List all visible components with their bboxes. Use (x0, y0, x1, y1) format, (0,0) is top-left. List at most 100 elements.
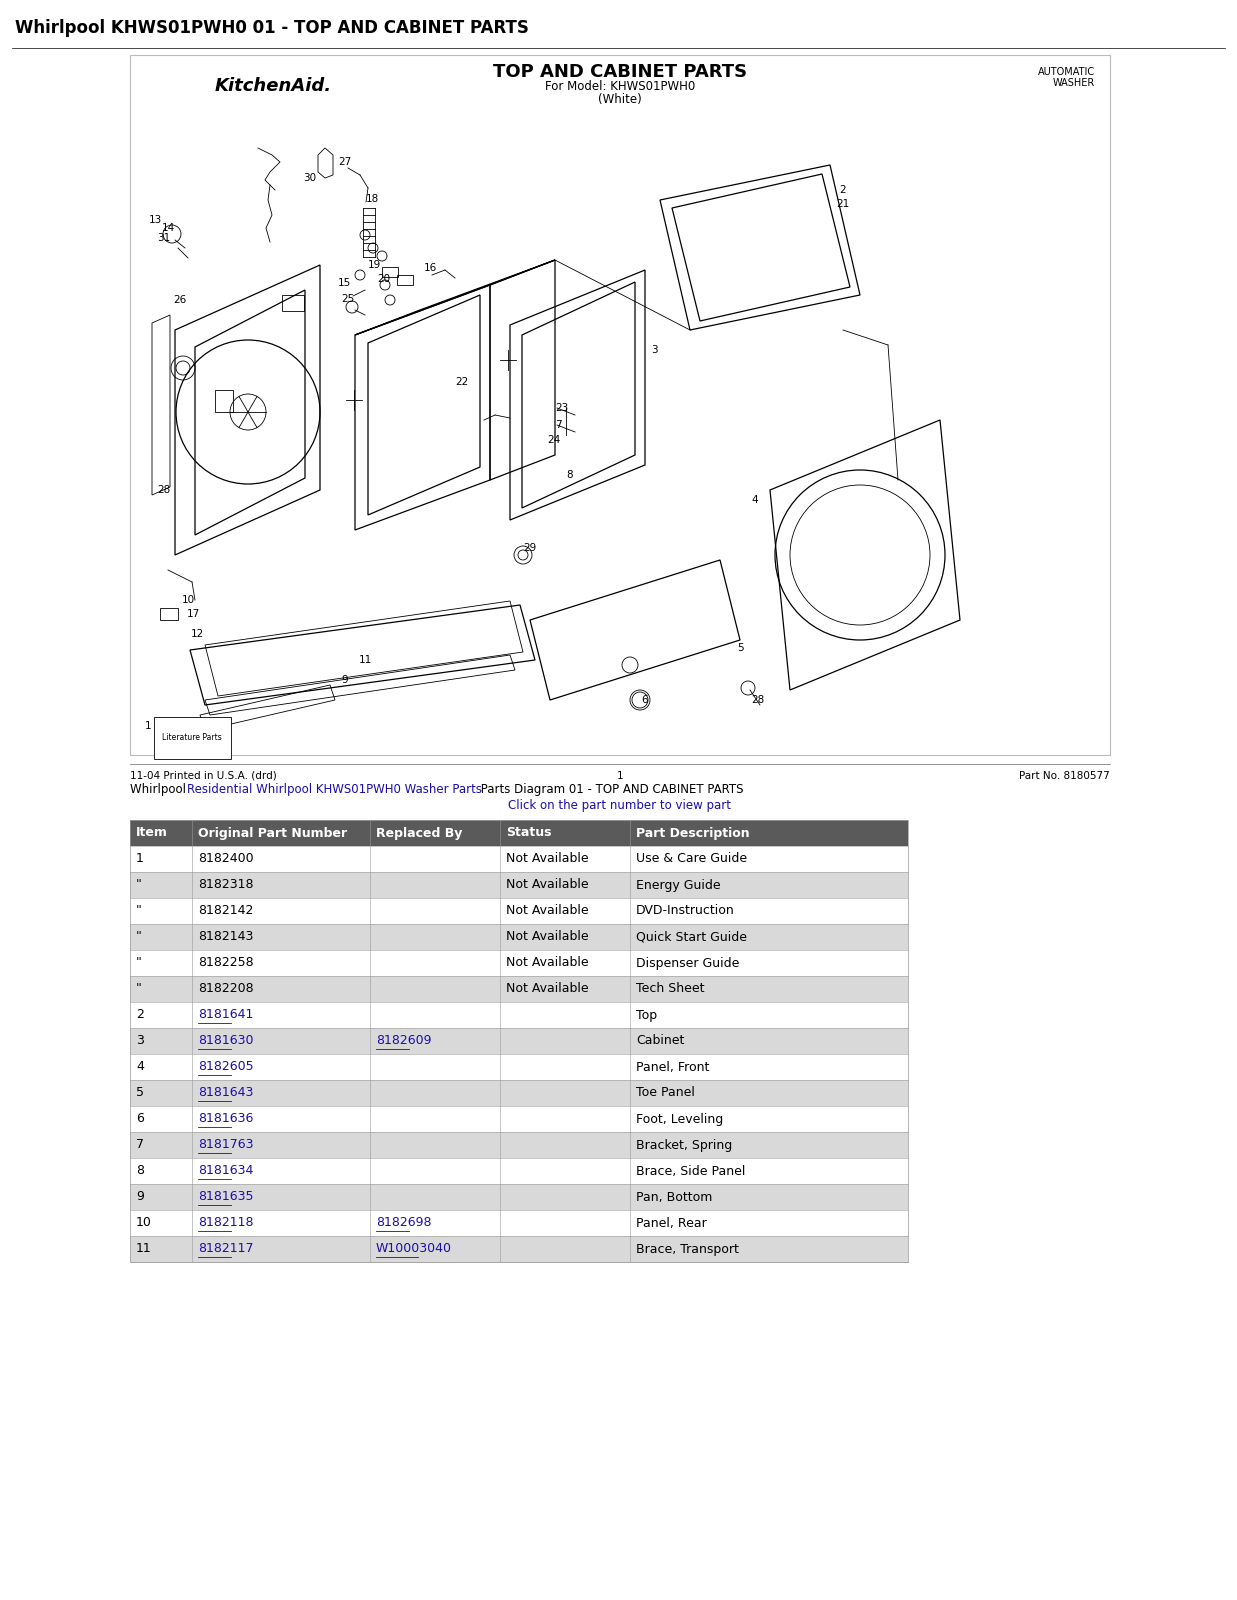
Text: Not Available: Not Available (506, 982, 589, 995)
Text: 9: 9 (341, 675, 349, 685)
Text: 26: 26 (173, 294, 187, 306)
Text: 11: 11 (136, 1243, 152, 1256)
Text: Not Available: Not Available (506, 957, 589, 970)
FancyBboxPatch shape (130, 1106, 908, 1133)
Text: Original Part Number: Original Part Number (198, 827, 348, 840)
Text: AUTOMATIC: AUTOMATIC (1038, 67, 1095, 77)
Text: 8181636: 8181636 (198, 1112, 254, 1125)
FancyBboxPatch shape (130, 1080, 908, 1106)
Text: 1: 1 (145, 722, 151, 731)
FancyBboxPatch shape (130, 1235, 908, 1262)
Text: Not Available: Not Available (506, 878, 589, 891)
Text: 17: 17 (187, 610, 199, 619)
Text: Part No. 8180577: Part No. 8180577 (1019, 771, 1110, 781)
Text: 8182208: 8182208 (198, 982, 254, 995)
Text: 9: 9 (136, 1190, 143, 1203)
Text: Whirlpool: Whirlpool (130, 784, 189, 797)
Circle shape (750, 410, 990, 650)
Circle shape (750, 190, 990, 430)
Text: 14: 14 (161, 222, 174, 234)
FancyBboxPatch shape (130, 1133, 908, 1158)
Text: 29: 29 (523, 542, 537, 554)
Text: 8181641: 8181641 (198, 1008, 254, 1021)
Text: 23: 23 (555, 403, 569, 413)
Text: 13: 13 (148, 214, 162, 226)
FancyBboxPatch shape (130, 1002, 908, 1029)
Circle shape (570, 190, 810, 430)
FancyBboxPatch shape (130, 1184, 908, 1210)
Text: Not Available: Not Available (506, 904, 589, 917)
Text: Residential Whirlpool KHWS01PWH0 Washer Parts: Residential Whirlpool KHWS01PWH0 Washer … (187, 784, 482, 797)
Text: (White): (White) (599, 93, 642, 107)
Text: ": " (136, 931, 142, 944)
Text: 8181634: 8181634 (198, 1165, 254, 1178)
Text: 8181643: 8181643 (198, 1086, 254, 1099)
FancyBboxPatch shape (130, 1054, 908, 1080)
Text: Dispenser Guide: Dispenser Guide (636, 957, 740, 970)
FancyBboxPatch shape (130, 976, 908, 1002)
Circle shape (210, 410, 450, 650)
FancyBboxPatch shape (130, 1158, 908, 1184)
Text: 8182318: 8182318 (198, 878, 254, 891)
Text: Panel, Front: Panel, Front (636, 1061, 709, 1074)
FancyBboxPatch shape (130, 54, 1110, 755)
Text: Literature Parts: Literature Parts (162, 733, 221, 742)
Text: 28: 28 (751, 694, 764, 706)
Circle shape (210, 190, 450, 430)
Text: TOP AND CABINET PARTS: TOP AND CABINET PARTS (492, 62, 747, 82)
Text: 25: 25 (341, 294, 355, 304)
Text: For Model: KHWS01PWH0: For Model: KHWS01PWH0 (544, 80, 695, 93)
Text: Replaced By: Replaced By (376, 827, 463, 840)
Text: 27: 27 (339, 157, 351, 166)
Text: 8181630: 8181630 (198, 1035, 254, 1048)
Text: 24: 24 (548, 435, 560, 445)
FancyBboxPatch shape (130, 898, 908, 925)
Text: Toe Panel: Toe Panel (636, 1086, 695, 1099)
Text: Click on the part number to view part: Click on the part number to view part (508, 800, 731, 813)
Text: W10003040: W10003040 (376, 1243, 452, 1256)
FancyBboxPatch shape (130, 872, 908, 898)
Text: DVD-Instruction: DVD-Instruction (636, 904, 735, 917)
Text: ": " (136, 982, 142, 995)
Text: Not Available: Not Available (506, 931, 589, 944)
Text: Status: Status (506, 827, 552, 840)
Text: 6: 6 (136, 1112, 143, 1125)
Text: 2: 2 (840, 186, 846, 195)
FancyBboxPatch shape (500, 819, 630, 846)
Text: 1: 1 (617, 771, 623, 781)
Circle shape (570, 410, 810, 650)
Text: 8181635: 8181635 (198, 1190, 254, 1203)
FancyBboxPatch shape (153, 717, 231, 758)
Text: 28: 28 (157, 485, 171, 494)
Text: Top: Top (636, 1008, 657, 1021)
Text: 30: 30 (303, 173, 317, 182)
Text: Parts Diagram 01 - TOP AND CABINET PARTS: Parts Diagram 01 - TOP AND CABINET PARTS (477, 784, 743, 797)
Text: Foot, Leveling: Foot, Leveling (636, 1112, 724, 1125)
Text: 8182698: 8182698 (376, 1216, 432, 1229)
Text: Part Description: Part Description (636, 827, 750, 840)
Text: 7: 7 (136, 1139, 143, 1152)
Text: 16: 16 (423, 262, 437, 274)
Text: 8182609: 8182609 (376, 1035, 432, 1048)
FancyBboxPatch shape (130, 925, 908, 950)
Text: 8182143: 8182143 (198, 931, 254, 944)
Text: 12: 12 (190, 629, 204, 638)
Text: ": " (136, 878, 142, 891)
Text: 15: 15 (338, 278, 350, 288)
Text: 8182117: 8182117 (198, 1243, 254, 1256)
Text: 5: 5 (136, 1086, 143, 1099)
Text: 22: 22 (455, 378, 469, 387)
Text: Whirlpool KHWS01PWH0 01 - TOP AND CABINET PARTS: Whirlpool KHWS01PWH0 01 - TOP AND CABINE… (15, 19, 529, 37)
Text: Brace, Side Panel: Brace, Side Panel (636, 1165, 746, 1178)
Text: Bracket, Spring: Bracket, Spring (636, 1139, 732, 1152)
Text: 11-04 Printed in U.S.A. (drd): 11-04 Printed in U.S.A. (drd) (130, 771, 277, 781)
Text: 1: 1 (136, 853, 143, 866)
Text: Panel, Rear: Panel, Rear (636, 1216, 706, 1229)
Text: 8: 8 (136, 1165, 143, 1178)
Text: the laundry company®: the laundry company® (376, 421, 604, 440)
Text: Item: Item (136, 827, 168, 840)
Text: 8: 8 (567, 470, 573, 480)
Text: 10: 10 (182, 595, 194, 605)
Text: WASHER: WASHER (1053, 78, 1095, 88)
Text: 7: 7 (554, 419, 562, 430)
